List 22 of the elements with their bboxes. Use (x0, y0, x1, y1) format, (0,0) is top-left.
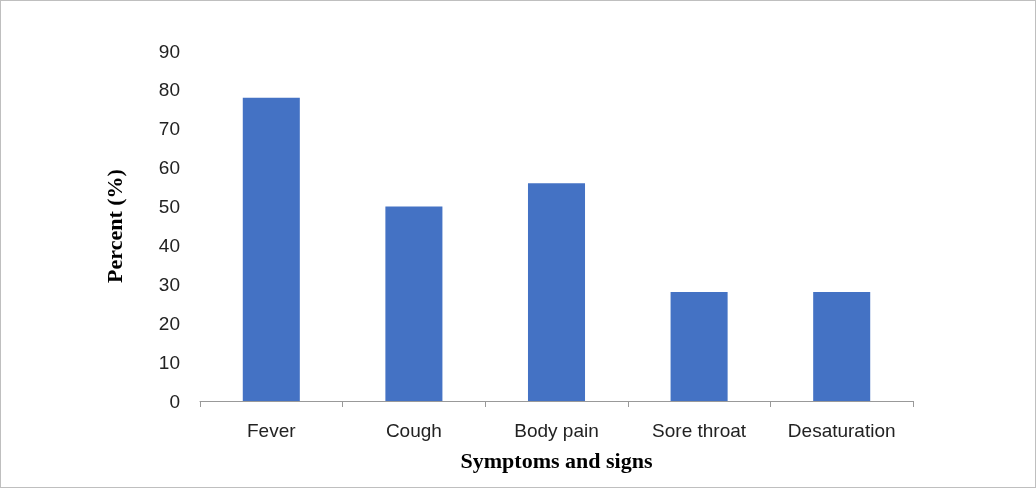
y-tick-label: 80 (158, 79, 180, 101)
y-tick-label: 70 (158, 118, 180, 140)
x-axis-title: Symptoms and signs (460, 447, 653, 473)
y-axis-title: Percent (%) (101, 169, 127, 283)
bar (813, 292, 871, 401)
x-tick-label: Body pain (514, 420, 599, 441)
bar (527, 183, 586, 401)
y-tick-label: 30 (158, 273, 180, 295)
y-tick-label: 10 (158, 351, 180, 373)
bar (242, 97, 300, 401)
bar (385, 206, 443, 401)
x-tick-label: Fever (247, 420, 297, 441)
y-tick-label: 0 (169, 390, 180, 412)
y-tick-label: 90 (158, 40, 180, 62)
x-tick-label: Desaturation (787, 420, 896, 441)
y-tick-label: 20 (158, 312, 180, 334)
y-tick-label: 40 (158, 234, 180, 256)
bar (670, 292, 728, 401)
y-tick-label: 50 (158, 196, 180, 218)
x-tick-label: Cough (385, 420, 442, 441)
y-tick-label: 60 (158, 157, 180, 179)
x-tick-label: Sore throat (652, 420, 747, 441)
